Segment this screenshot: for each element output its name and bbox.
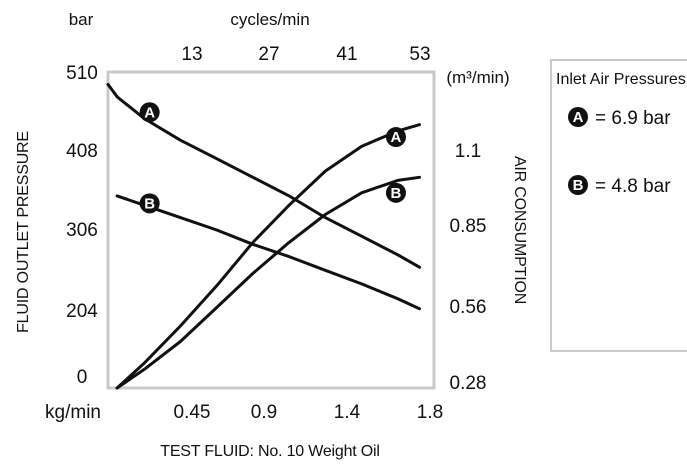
curve-marker-label: B bbox=[391, 185, 402, 202]
left-axis-title: FLUID OUTLET PRESSURE bbox=[15, 131, 32, 333]
top-tick-label: 13 bbox=[181, 44, 202, 65]
right-axis-ticks: 0.28 0.56 0.85 1.1 bbox=[450, 141, 487, 394]
left-tick-label: 306 bbox=[66, 220, 98, 241]
legend-box bbox=[550, 59, 687, 352]
right-tick-label: 0.85 bbox=[450, 216, 487, 237]
curve-marker-circle bbox=[385, 127, 406, 148]
curve-marker-left-b: B bbox=[139, 193, 160, 214]
right-axis-unit: (m³/min) bbox=[446, 68, 509, 87]
legend-marker-a-text: A bbox=[573, 109, 584, 126]
top-axis-ticks: 13 27 41 53 bbox=[181, 44, 430, 65]
curve-marker-right-b: B bbox=[385, 182, 406, 203]
left-axis-unit: bar bbox=[69, 10, 94, 29]
legend-value-a: = 6.9 bar bbox=[595, 108, 671, 129]
curve-marker-right-a: A bbox=[385, 127, 406, 148]
curve-marker-left-a: A bbox=[139, 102, 160, 123]
legend-marker-a-circle bbox=[568, 107, 588, 127]
series-line-right-a bbox=[115, 123, 421, 390]
curve-marker-label: A bbox=[391, 129, 402, 146]
left-axis-ticks: 0 204 306 408 510 bbox=[66, 63, 98, 388]
bottom-axis-unit: kg/min bbox=[45, 402, 101, 423]
series-line-left-a bbox=[106, 82, 421, 269]
top-tick-label: 53 bbox=[409, 44, 430, 65]
left-tick-label: 0 bbox=[77, 367, 88, 388]
legend-item-a: A = 6.9 bar bbox=[568, 107, 671, 129]
top-tick-label: 41 bbox=[336, 44, 357, 65]
curve-marker-circle bbox=[139, 102, 160, 123]
bottom-tick-label: 1.4 bbox=[334, 402, 361, 423]
plot-frame bbox=[106, 70, 436, 390]
bottom-tick-label: 0.9 bbox=[251, 402, 277, 423]
curve-marker-circle bbox=[139, 193, 160, 214]
left-tick-label: 408 bbox=[66, 141, 98, 162]
curve-marker-circle bbox=[385, 182, 406, 203]
curve-marker-label: B bbox=[144, 195, 155, 212]
right-tick-label: 0.28 bbox=[450, 373, 487, 394]
legend-title: Inlet Air Pressures: bbox=[556, 71, 687, 88]
bottom-tick-label: 0.45 bbox=[174, 402, 211, 423]
legend-item-b: B = 4.8 bar bbox=[568, 175, 671, 197]
series-line-left-b bbox=[115, 194, 421, 311]
bottom-axis-ticks: 0.45 0.9 1.4 1.8 bbox=[174, 402, 444, 423]
top-axis-unit: cycles/min bbox=[230, 10, 309, 29]
right-axis-title: AIR CONSUMPTION bbox=[511, 156, 528, 304]
left-tick-label: 204 bbox=[66, 301, 98, 322]
right-tick-label: 1.1 bbox=[455, 141, 481, 162]
bottom-tick-label: 1.8 bbox=[417, 402, 443, 423]
curve-marker-label: A bbox=[144, 104, 155, 121]
legend-marker-b-text: B bbox=[573, 177, 584, 194]
left-tick-label: 510 bbox=[66, 63, 98, 84]
bottom-axis-title: TEST FLUID: No. 10 Weight Oil bbox=[160, 443, 379, 460]
top-tick-label: 27 bbox=[258, 44, 279, 65]
right-tick-label: 0.56 bbox=[450, 297, 487, 318]
series-line-right-b bbox=[115, 175, 421, 390]
curve-marker-layer: A B A B bbox=[139, 102, 406, 214]
series-layer bbox=[106, 82, 421, 390]
legend-value-b: = 4.8 bar bbox=[595, 176, 671, 197]
legend-marker-b-circle bbox=[568, 175, 588, 195]
